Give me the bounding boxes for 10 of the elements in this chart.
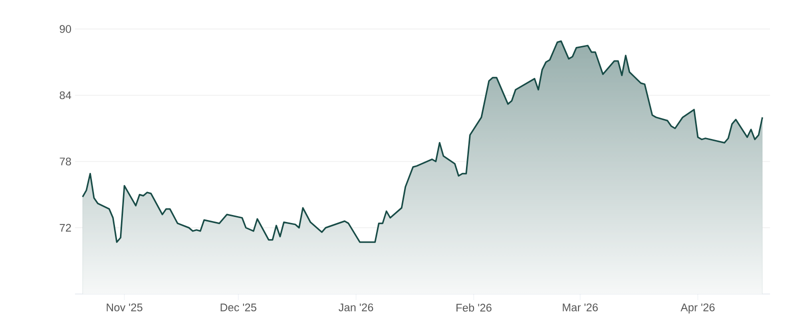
- x-tick-label: Dec '25: [220, 304, 256, 312]
- x-tick-label: Mar '26: [562, 304, 598, 312]
- x-tick-label: Jan '26: [338, 304, 374, 312]
- y-tick-label: 84: [60, 91, 72, 100]
- y-tick-label: 72: [60, 224, 71, 232]
- x-tick-label: Feb '26: [456, 304, 492, 312]
- y-tick-label: 90: [60, 25, 72, 33]
- x-tick-label: Apr '26: [680, 304, 715, 314]
- y-tick-label: 78: [60, 158, 72, 166]
- x-tick-label: Nov '25: [106, 304, 142, 312]
